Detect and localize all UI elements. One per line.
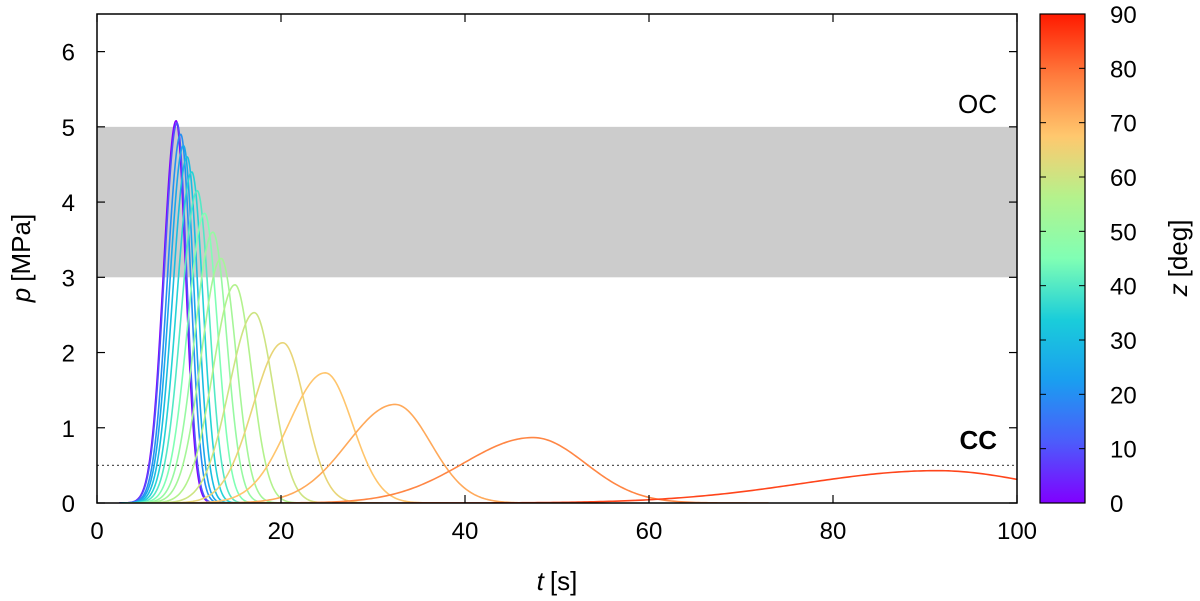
oc-label: OC: [958, 89, 997, 119]
y-tick-label: 1: [62, 416, 75, 443]
colorbar-tick-label: 60: [1110, 165, 1137, 192]
y-tick-label: 6: [62, 40, 75, 67]
colorbar-tick-label: 0: [1110, 491, 1123, 518]
colorbar-tick-label: 80: [1110, 56, 1137, 83]
x-tick-label: 60: [636, 518, 663, 545]
y-tick-label: 3: [62, 265, 75, 292]
pressure-curve: [127, 212, 263, 503]
y-tick-label: 2: [62, 341, 75, 368]
x-tick-label: 0: [90, 518, 103, 545]
pressure-curve: [122, 156, 236, 503]
colorbar-tick-label: 40: [1110, 274, 1137, 301]
y-axis: 0 1 2 3 4 5 6: [62, 40, 1017, 518]
cc-label: CC: [959, 425, 997, 455]
curves-group: [119, 119, 1017, 503]
colorbar-tick-label: 50: [1110, 219, 1137, 246]
y-tick-label: 5: [62, 115, 75, 142]
pressure-curve: [123, 171, 243, 503]
colorbar-tick-label: 10: [1110, 437, 1137, 464]
colorbar-tick-label: 30: [1110, 328, 1137, 355]
pressure-curve: [125, 189, 252, 503]
colorbar-tick-label: 70: [1110, 111, 1137, 138]
colorbar: [1039, 13, 1086, 504]
pressure-curve: [131, 257, 289, 503]
pressure-curve: [119, 122, 221, 503]
x-tick-label: 40: [452, 518, 479, 545]
pressure-curve: [332, 469, 1017, 503]
oc-band: [97, 126, 1017, 278]
colorbar-label: z[deg]: [1163, 220, 1193, 298]
x-tick-label: 20: [268, 518, 295, 545]
y-tick-label: 0: [62, 491, 75, 518]
pressure-curve: [129, 231, 276, 503]
x-tick-label: 100: [997, 518, 1037, 545]
pressure-curve: [149, 341, 384, 503]
x-tick-label: 80: [820, 518, 847, 545]
colorbar-tick-label: 20: [1110, 382, 1137, 409]
y-tick-label: 4: [62, 190, 75, 217]
plot-frame: [96, 13, 1018, 504]
colorbar-axis: 0 10 20 30 40 50 60 70 80 90: [1040, 2, 1137, 518]
colorbar-tick-label: 90: [1110, 2, 1137, 29]
y-axis-label: p[MPa]: [6, 214, 36, 303]
pressure-curve: [141, 311, 340, 503]
x-axis: 0 20 40 60 80 100: [90, 14, 1037, 545]
pressure-curve: [219, 436, 769, 503]
x-axis-label: t [s]: [537, 566, 578, 596]
